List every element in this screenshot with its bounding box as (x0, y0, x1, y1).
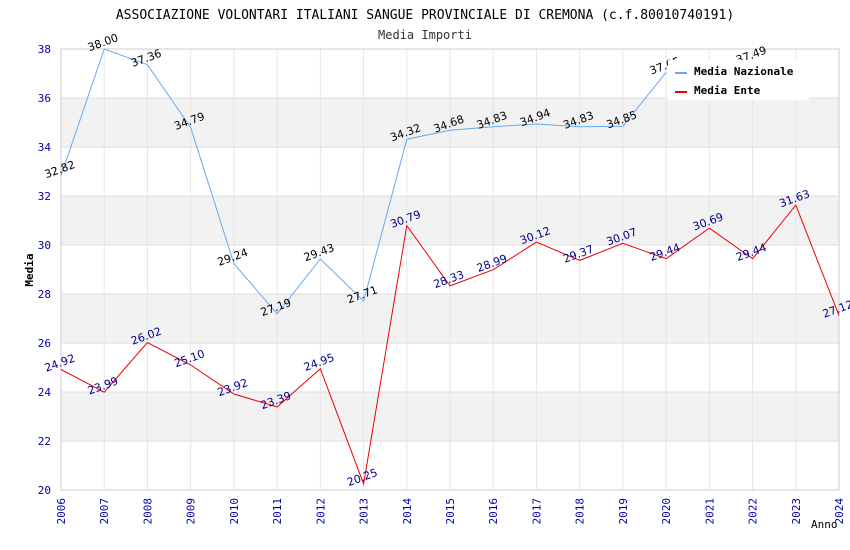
x-tick-label: 2022 (747, 498, 760, 525)
x-axis-ticks: 2006 2007 2008 2009 2010 2011 2012 2013 2014 2015… (55, 498, 846, 525)
y-tick-label: 22 (38, 435, 51, 448)
x-tick-label: 2015 (444, 498, 457, 525)
plot-area (60, 48, 840, 491)
x-tick-label: 2018 (574, 498, 587, 525)
data-label-media-ente: 25.10 (172, 347, 206, 370)
legend-label-nazionale: Media Nazionale (694, 65, 794, 78)
x-axis-label: Anno (811, 518, 838, 531)
chart-title: ASSOCIAZIONE VOLONTARI ITALIANI SANGUE P… (116, 8, 734, 23)
x-tick-label: 2008 (141, 498, 154, 525)
x-tick-label: 2007 (98, 498, 111, 525)
x-tick-label: 2014 (401, 498, 414, 525)
y-axis-label: Media (23, 253, 36, 286)
y-axis-ticks: 20 22 24 26 28 30 32 34 36 38 (38, 43, 52, 497)
x-tick-label: 2011 (271, 498, 284, 525)
y-tick-label: 26 (38, 337, 51, 350)
x-tick-label: 2012 (314, 498, 327, 525)
legend: Media Nazionale Media Ente (668, 60, 809, 100)
y-tick-label: 28 (38, 288, 51, 301)
chart-subtitle: Media Importi (378, 28, 472, 42)
x-tick-label: 2009 (185, 498, 198, 525)
y-tick-label: 30 (38, 239, 51, 252)
x-tick-label: 2024 (833, 498, 846, 525)
x-tick-label: 2010 (228, 498, 241, 525)
series-line-media-ente (60, 204, 840, 486)
x-tick-label: 2013 (358, 498, 371, 525)
data-label-media-ente: 29.37 (561, 243, 595, 266)
x-tick-label: 2016 (487, 498, 500, 525)
data-label-media-nazionale: 37.36 (129, 47, 163, 70)
data-label-media-ente: 28.33 (432, 268, 466, 291)
data-label-media-nazionale: 32.82 (43, 158, 77, 181)
x-tick-label: 2020 (660, 498, 673, 525)
legend-box (668, 60, 809, 100)
x-tick-label: 2021 (703, 498, 716, 525)
data-label-media-nazionale: 38.00 (86, 31, 120, 54)
y-tick-label: 24 (38, 386, 52, 399)
data-label-media-ente: 24.92 (43, 352, 77, 375)
x-tick-label: 2006 (55, 498, 68, 525)
series-lines (60, 48, 840, 486)
y-tick-label: 36 (38, 92, 51, 105)
data-label-media-ente: 28.99 (475, 252, 509, 275)
y-tick-label: 38 (38, 43, 51, 56)
data-label-media-ente: 20.25 (345, 466, 379, 489)
y-tick-label: 32 (38, 190, 51, 203)
series-line-media-nazionale (60, 48, 667, 315)
legend-label-ente: Media Ente (694, 84, 761, 97)
data-label-media-ente: 24.95 (302, 351, 336, 374)
x-tick-label: 2023 (790, 498, 803, 525)
x-tick-label: 2019 (617, 498, 630, 525)
x-tick-label: 2017 (530, 498, 543, 525)
data-label-media-nazionale: 29.24 (216, 246, 250, 269)
y-tick-label: 20 (38, 484, 51, 497)
y-tick-label: 34 (38, 141, 52, 154)
